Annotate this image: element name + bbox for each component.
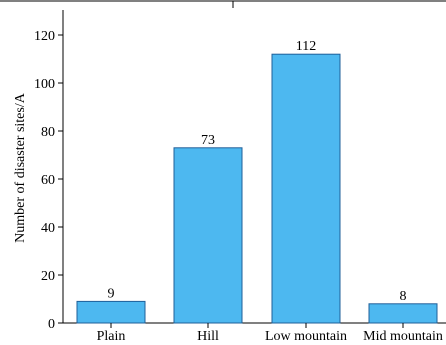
y-tick-label: 120 [34, 29, 55, 44]
bar-plain [76, 300, 146, 324]
y-tick-label: 20 [41, 269, 55, 284]
y-tick-label: 100 [34, 77, 55, 92]
x-tick-label: Hill [197, 329, 219, 344]
x-tick-label: Mid mountain [363, 329, 443, 344]
bar-mid-mountain [368, 303, 438, 324]
bar-value-label: 9 [108, 286, 115, 301]
x-tick-label: Plain [97, 329, 126, 344]
y-axis-title: Number of disaster sites/A [13, 92, 28, 243]
bar-low-mountain [271, 53, 341, 324]
y-tick-label: 40 [41, 221, 55, 236]
y-tick-label: 80 [41, 125, 55, 140]
bar-value-label: 112 [296, 39, 316, 54]
bar-hill [173, 147, 243, 324]
y-tick-label: 0 [48, 317, 55, 332]
x-tick-label: Low mountain [265, 329, 347, 344]
bar-value-label: 73 [201, 133, 215, 148]
bar-value-label: 8 [400, 289, 407, 304]
y-tick-label: 60 [41, 173, 55, 188]
